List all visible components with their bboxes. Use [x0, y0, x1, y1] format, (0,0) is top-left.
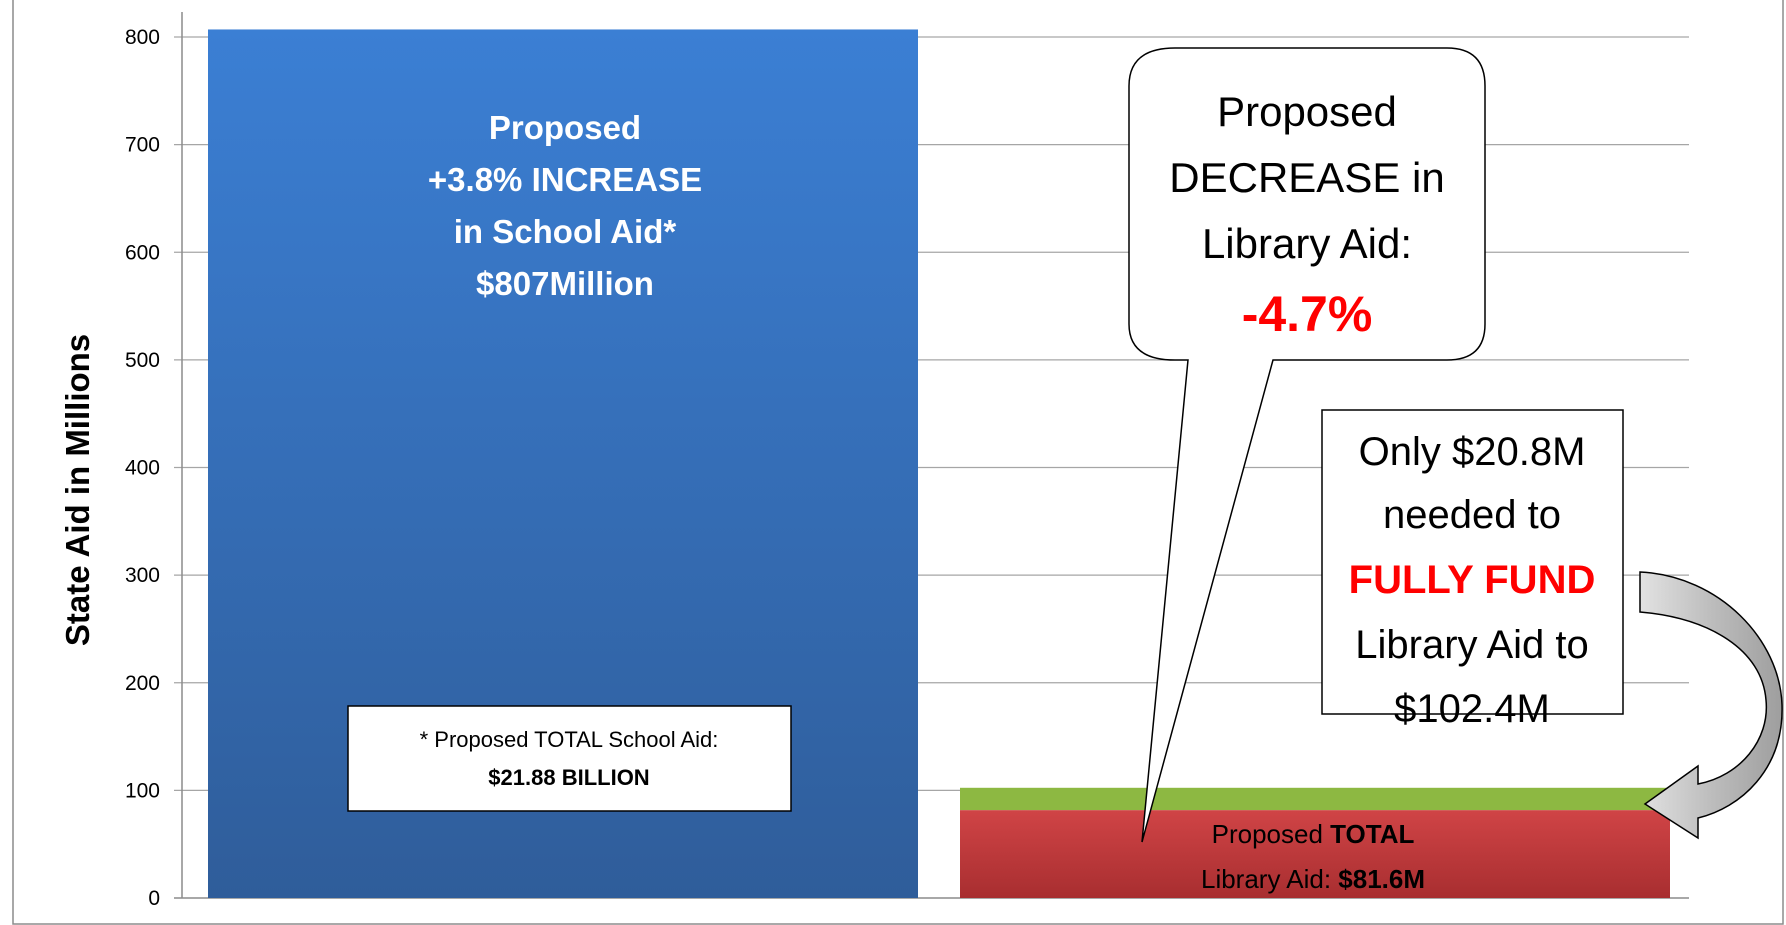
library-label-aid: Library Aid:	[1201, 864, 1338, 894]
y-tick-label: 500	[125, 349, 160, 372]
bar-library-needed	[960, 787, 1670, 811]
school-note-line-2: $21.88 BILLION	[488, 765, 649, 790]
school-note-line-1: * Proposed TOTAL School Aid:	[420, 727, 719, 752]
library-label-total: TOTAL	[1330, 819, 1414, 849]
y-tick-label: 700	[125, 134, 160, 157]
y-tick-label: 400	[125, 457, 160, 480]
box-line-1: Only $20.8M	[1359, 430, 1586, 474]
bubble-line-2: DECREASE in	[1169, 154, 1444, 201]
bubble-percent: -4.7%	[1242, 286, 1373, 342]
box-line-2: needed to	[1383, 493, 1561, 537]
y-tick-label: 300	[125, 564, 160, 587]
school-note-box	[347, 705, 792, 812]
y-tick-label: 800	[125, 26, 160, 49]
bubble-line-1: Proposed	[1217, 88, 1397, 135]
library-label-amount: $81.6M	[1338, 864, 1425, 894]
library-label-proposed: Proposed	[1212, 819, 1331, 849]
library-bar-label-2: Library Aid: $81.6M	[1201, 864, 1425, 894]
decrease-callout-bubble	[1128, 47, 1486, 843]
y-tick-label: 100	[125, 779, 160, 802]
y-tick-labels: 0 100 200 300 400 500 600 700 800	[125, 26, 160, 910]
library-bar-label-1: Proposed TOTAL	[1212, 819, 1415, 849]
box-line-3: FULLY FUND	[1349, 558, 1596, 602]
school-bar-label-3: in School Aid*	[454, 213, 677, 250]
school-bar-label-2: +3.8% INCREASE	[428, 161, 702, 198]
box-line-4: Library Aid to	[1355, 623, 1588, 667]
curved-arrow-icon	[1639, 571, 1783, 840]
fully-fund-box	[1321, 409, 1624, 715]
school-bar-label-4: $807Million	[476, 265, 654, 302]
y-tick-label: 600	[125, 241, 160, 264]
y-tick-label: 200	[125, 672, 160, 695]
box-line-5: $102.4M	[1394, 687, 1550, 731]
school-bar-label-1: Proposed	[489, 109, 641, 146]
bar-library-aid	[960, 810, 1670, 898]
y-tick-label: 0	[148, 887, 160, 910]
y-axis-label: State Aid in Millions	[59, 334, 96, 646]
bubble-line-3: Library Aid:	[1202, 220, 1412, 267]
